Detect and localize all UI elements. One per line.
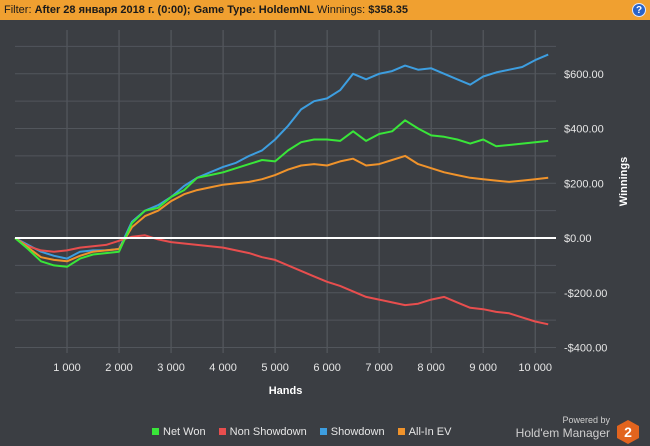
x-tick-label: 2 000 bbox=[105, 362, 133, 374]
filter-value: After 28 января 2018 г. (0:00); Game Typ… bbox=[34, 4, 314, 16]
winnings-value: $358.35 bbox=[368, 4, 408, 16]
legend-swatch-non-showdown bbox=[218, 428, 226, 435]
x-tick-label: 1 000 bbox=[53, 362, 81, 374]
legend-swatch-showdown bbox=[319, 428, 327, 435]
winnings-chart: 1 000 2 000 3 000 4 000 5 000 6 000 7 000 8 000… bbox=[14, 30, 630, 397]
x-tick-label: 6 000 bbox=[313, 362, 341, 374]
filter-label: Filter: bbox=[4, 4, 32, 16]
legend-item-all-in-ev[interactable]: All-In EV bbox=[397, 426, 452, 438]
legend-label-net-won: Net Won bbox=[163, 426, 206, 438]
x-tick-label: 3 000 bbox=[157, 362, 185, 374]
legend-item-net-won[interactable]: Net Won bbox=[152, 426, 206, 438]
holdem-manager-logo-icon: 2 bbox=[617, 420, 639, 444]
series-line-all-in-ev bbox=[14, 154, 549, 263]
chart-legend: Net Won Non Showdown Showdown All-In EV bbox=[152, 426, 461, 440]
legend-item-showdown[interactable]: Showdown bbox=[319, 426, 385, 438]
x-tick-label: 5 000 bbox=[261, 362, 289, 374]
product-name: Hold'em Manager bbox=[515, 426, 610, 440]
y-tick-label: $600.00 bbox=[564, 69, 604, 81]
powered-by-text: Powered by bbox=[562, 415, 610, 425]
legend-swatch-net-won bbox=[152, 428, 159, 435]
legend-label-all-in-ev: All-In EV bbox=[408, 426, 452, 438]
y-tick-label: $0.00 bbox=[564, 233, 592, 245]
series-line-non-showdown bbox=[14, 234, 549, 326]
legend-item-non-showdown[interactable]: Non Showdown bbox=[218, 426, 307, 438]
winnings-label: Winnings: bbox=[316, 4, 366, 16]
y-tick-label: -$200.00 bbox=[564, 288, 607, 300]
help-icon[interactable]: ? bbox=[632, 3, 646, 17]
y-tick-label: $200.00 bbox=[564, 178, 604, 190]
legend-swatch-all-in-ev bbox=[397, 428, 405, 435]
legend-label-non-showdown: Non Showdown bbox=[229, 426, 307, 438]
plot-area bbox=[15, 30, 556, 353]
x-tick-label: 8 000 bbox=[417, 362, 445, 374]
filter-bar: Filter: After 28 января 2018 г. (0:00); … bbox=[0, 0, 650, 20]
y-tick-label: -$400.00 bbox=[564, 343, 607, 355]
x-tick-label: 9 000 bbox=[469, 362, 497, 374]
y-tick-label: $400.00 bbox=[564, 124, 604, 136]
legend-label-showdown: Showdown bbox=[330, 426, 385, 438]
series-line-net-won bbox=[14, 119, 549, 268]
y-axis-title: Winnings bbox=[618, 157, 630, 206]
x-tick-label: 7 000 bbox=[365, 362, 393, 374]
x-axis-title: Hands bbox=[269, 385, 303, 397]
logo-badge-text: 2 bbox=[624, 424, 632, 440]
x-tick-label: 10 000 bbox=[518, 362, 552, 374]
x-tick-label: 4 000 bbox=[209, 362, 237, 374]
